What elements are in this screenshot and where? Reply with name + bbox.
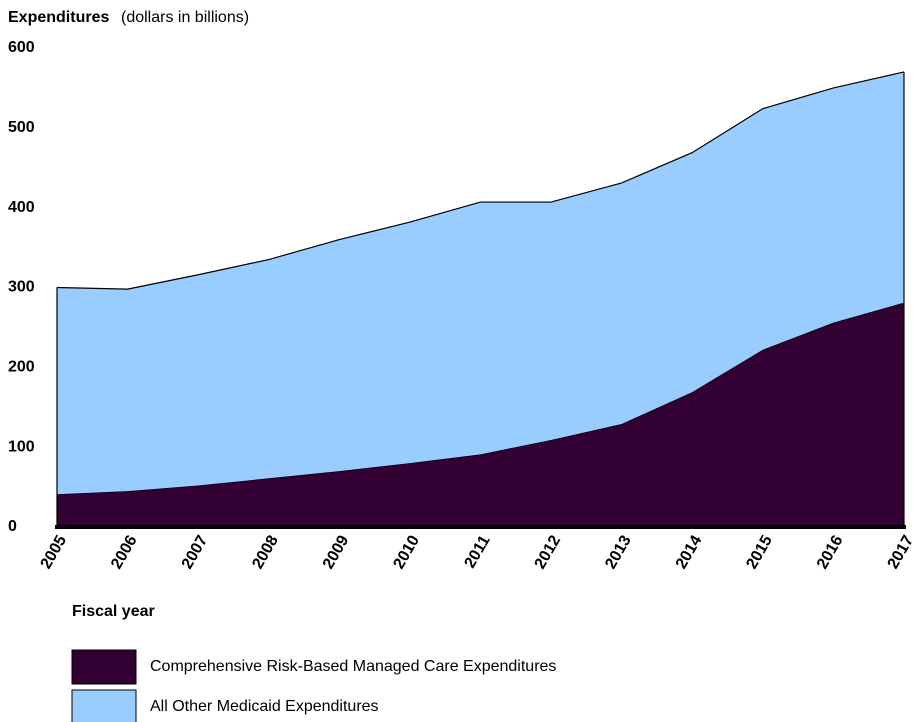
x-tick-label: 2006 <box>108 533 141 572</box>
legend-swatch <box>71 649 137 685</box>
x-tick-label: 2012 <box>532 533 565 572</box>
x-axis-label: Fiscal year <box>72 603 155 620</box>
x-tick-label: 2008 <box>249 533 282 572</box>
x-tick-label: 2016 <box>814 533 847 572</box>
area-edge <box>56 71 905 290</box>
area <box>57 302 904 527</box>
x-tick-label: 2005 <box>38 533 71 572</box>
legend-label: Comprehensive Risk-Based Managed Care Ex… <box>150 658 556 675</box>
x-tick-label: 2014 <box>673 533 706 572</box>
x-tick-label: 2011 <box>462 533 494 572</box>
chart-title: Expenditures <box>8 9 109 26</box>
y-tick-label: 300 <box>8 279 35 296</box>
y-tick-label: 200 <box>8 359 35 376</box>
legend-swatch <box>71 689 137 722</box>
x-tick-label: 2015 <box>743 533 776 572</box>
y-tick-label: 100 <box>8 438 35 455</box>
x-tick-label: 2007 <box>179 533 212 572</box>
y-tick-label: 600 <box>8 39 35 56</box>
x-tick-label: 2013 <box>602 533 635 572</box>
x-tick-label: 2009 <box>320 533 353 572</box>
x-tick-label: 2010 <box>391 533 424 572</box>
y-tick-label: 0 <box>8 518 17 535</box>
legend-label: All Other Medicaid Expenditures <box>150 698 379 715</box>
area <box>57 71 904 495</box>
y-tick-label: 500 <box>8 119 35 136</box>
y-tick-label: 400 <box>8 199 35 216</box>
x-tick-label: 2017 <box>885 533 918 572</box>
chart-subtitle: (dollars in billions) <box>121 9 249 26</box>
